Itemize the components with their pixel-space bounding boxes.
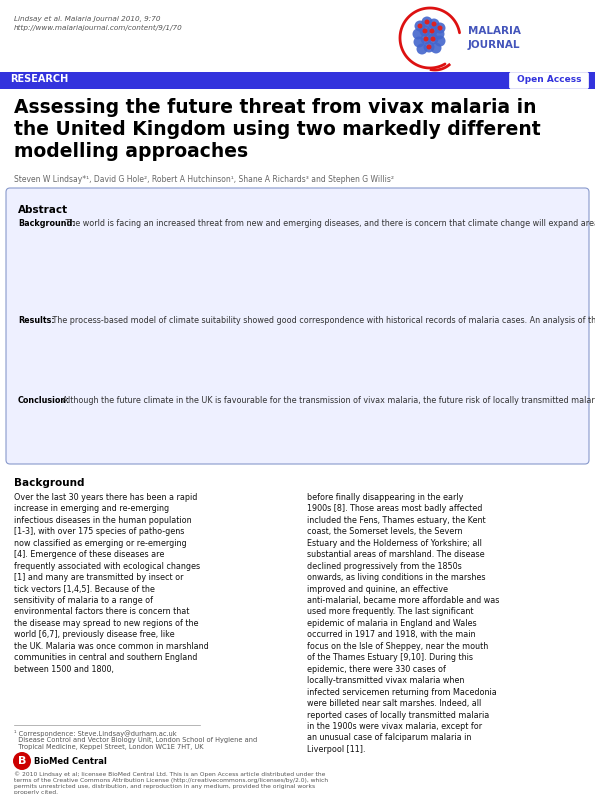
Circle shape bbox=[437, 25, 443, 30]
FancyBboxPatch shape bbox=[509, 72, 588, 88]
Circle shape bbox=[421, 17, 433, 28]
Circle shape bbox=[416, 44, 427, 55]
Text: Conclusion:: Conclusion: bbox=[18, 396, 70, 405]
Circle shape bbox=[424, 20, 430, 25]
Text: Although the future climate in the UK is favourable for the transmission of viva: Although the future climate in the UK is… bbox=[60, 396, 595, 405]
Circle shape bbox=[427, 25, 437, 37]
Circle shape bbox=[434, 22, 446, 33]
Text: The process-based model of climate suitability showed good correspondence with h: The process-based model of climate suita… bbox=[50, 316, 595, 325]
Circle shape bbox=[421, 33, 431, 44]
Text: Results:: Results: bbox=[18, 316, 55, 325]
Text: © 2010 Lindsay et al; licensee BioMed Central Ltd. This is an Open Access articl: © 2010 Lindsay et al; licensee BioMed Ce… bbox=[14, 771, 328, 794]
Text: the United Kingdom using two markedly different: the United Kingdom using two markedly di… bbox=[14, 120, 541, 139]
Text: The world is facing an increased threat from new and emerging diseases, and ther: The world is facing an increased threat … bbox=[63, 219, 595, 228]
Text: MALARIA: MALARIA bbox=[468, 26, 521, 36]
Circle shape bbox=[431, 37, 436, 41]
Circle shape bbox=[13, 752, 31, 770]
Text: modelling approaches: modelling approaches bbox=[14, 142, 248, 161]
Circle shape bbox=[431, 21, 437, 26]
Circle shape bbox=[427, 44, 431, 49]
Circle shape bbox=[430, 29, 434, 33]
Text: Steven W Lindsay*¹, David G Hole², Robert A Hutchinson¹, Shane A Richards³ and S: Steven W Lindsay*¹, David G Hole², Rober… bbox=[14, 175, 394, 184]
Circle shape bbox=[422, 29, 427, 33]
Circle shape bbox=[424, 37, 428, 41]
Text: Over the last 30 years there has been a rapid
increase in emerging and re-emergi: Over the last 30 years there has been a … bbox=[14, 493, 209, 674]
Text: JOURNAL: JOURNAL bbox=[468, 40, 521, 50]
Text: http://www.malariajournal.com/content/9/1/70: http://www.malariajournal.com/content/9/… bbox=[14, 25, 183, 31]
Text: RESEARCH: RESEARCH bbox=[10, 75, 68, 84]
Circle shape bbox=[414, 37, 424, 48]
Text: Open Access: Open Access bbox=[516, 75, 581, 84]
Circle shape bbox=[412, 29, 424, 40]
Text: B: B bbox=[18, 756, 26, 766]
Circle shape bbox=[419, 25, 431, 37]
Circle shape bbox=[434, 29, 444, 40]
Bar bbox=[0, 72, 595, 89]
Circle shape bbox=[424, 41, 434, 52]
Text: Background:: Background: bbox=[18, 219, 76, 228]
FancyBboxPatch shape bbox=[6, 188, 589, 464]
Text: ¹ Correspondence: Steve.Lindsay@durham.ac.uk: ¹ Correspondence: Steve.Lindsay@durham.a… bbox=[14, 730, 177, 737]
Text: Background: Background bbox=[14, 478, 84, 488]
Text: Tropical Medicine, Keppel Street, London WC1E 7HT, UK: Tropical Medicine, Keppel Street, London… bbox=[14, 744, 203, 750]
Text: before finally disappearing in the early
1900s [8]. Those areas most badly affec: before finally disappearing in the early… bbox=[307, 493, 499, 754]
Circle shape bbox=[415, 21, 425, 32]
Circle shape bbox=[427, 33, 439, 44]
Circle shape bbox=[428, 18, 440, 29]
Text: Assessing the future threat from vivax malaria in: Assessing the future threat from vivax m… bbox=[14, 98, 537, 117]
Circle shape bbox=[434, 36, 446, 47]
Text: Lindsay et al. Malaria Journal 2010, 9:70: Lindsay et al. Malaria Journal 2010, 9:7… bbox=[14, 16, 161, 22]
Text: Disease Control and Vector Biology Unit, London School of Hygiene and: Disease Control and Vector Biology Unit,… bbox=[14, 737, 257, 743]
Text: BioMed Central: BioMed Central bbox=[34, 757, 107, 765]
Circle shape bbox=[418, 24, 422, 29]
Circle shape bbox=[431, 43, 441, 53]
Text: Abstract: Abstract bbox=[18, 205, 68, 215]
